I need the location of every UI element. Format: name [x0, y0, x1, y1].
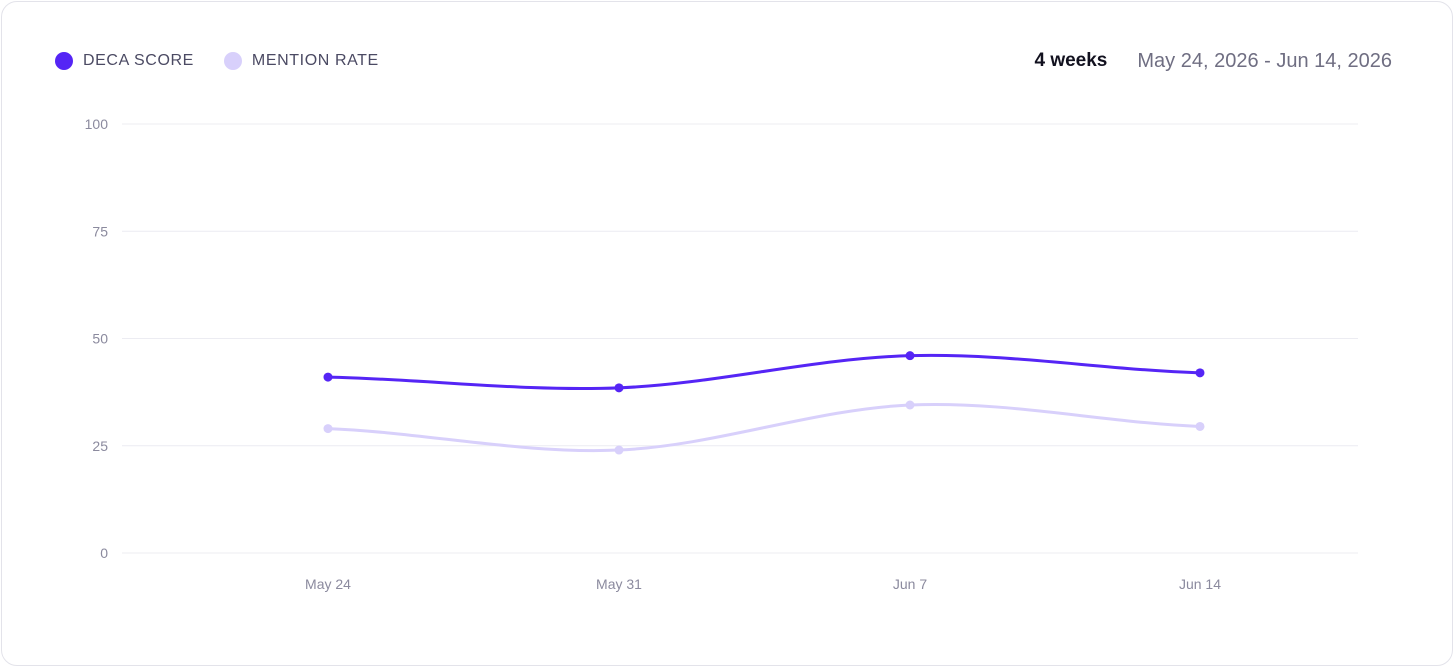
data-point-mention-rate: [905, 400, 915, 410]
date-range-label: May 24, 2026 - Jun 14, 2026: [1137, 49, 1392, 72]
date-range-selector[interactable]: 4 weeks May 24, 2026 - Jun 14, 2026: [1034, 46, 1392, 76]
y-axis-ticks: 0 25 50 75 100: [85, 116, 109, 561]
y-tick-label: 25: [92, 438, 108, 454]
deca-score-swatch-icon: [55, 52, 73, 70]
period-label[interactable]: 4 weeks: [1034, 50, 1108, 71]
x-tick-label: May 24: [305, 576, 351, 592]
y-tick-label: 50: [92, 331, 108, 347]
data-point-mention-rate: [614, 445, 624, 455]
legend-label: MENTION RATE: [251, 52, 379, 69]
chart-legend: DECA SCORE MENTION RATE: [55, 49, 409, 73]
data-point-mention-rate: [1195, 421, 1205, 431]
data-point-deca-score: [905, 351, 915, 361]
series-line-deca-score: [326, 353, 1202, 391]
y-tick-label: 100: [85, 116, 109, 132]
data-point-mention-rate: [323, 424, 333, 434]
x-tick-label: May 31: [596, 576, 642, 592]
legend-item-mention-rate[interactable]: MENTION RATE: [223, 52, 379, 70]
legend-item-deca-score[interactable]: DECA SCORE: [55, 52, 194, 70]
grid-lines: [122, 123, 1358, 554]
y-tick-label: 0: [100, 545, 108, 561]
data-point-deca-score: [323, 372, 333, 382]
mention-rate-swatch-icon: [223, 52, 242, 70]
series-line-mention-rate: [326, 402, 1202, 453]
x-tick-label: Jun 7: [893, 576, 927, 592]
data-point-deca-score: [1195, 368, 1205, 378]
legend-label: DECA SCORE: [83, 52, 194, 69]
x-axis-ticks: May 24 May 31 Jun 7 Jun 14: [305, 576, 1221, 592]
x-tick-label: Jun 14: [1179, 576, 1221, 592]
y-tick-label: 75: [92, 223, 108, 239]
series-points: [323, 351, 1205, 455]
series-lines: [326, 353, 1202, 453]
data-point-deca-score: [614, 383, 624, 393]
